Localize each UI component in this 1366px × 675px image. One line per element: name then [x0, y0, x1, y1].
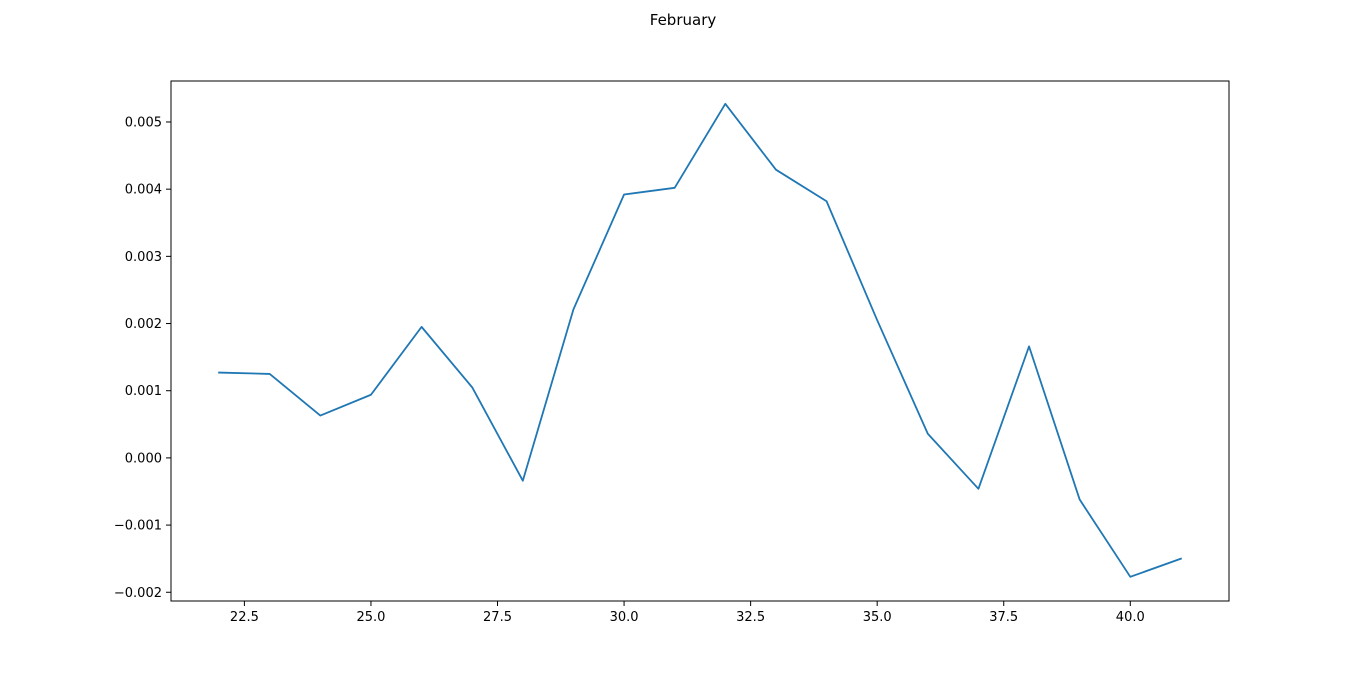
x-tick-label: 37.5 [989, 610, 1018, 625]
x-tick-label: 22.5 [230, 610, 259, 625]
y-tick-label: 0.005 [125, 115, 162, 130]
x-tick-label: 40.0 [1116, 610, 1145, 625]
y-tick-label: −0.001 [114, 519, 162, 534]
x-tick-label: 25.0 [356, 610, 385, 625]
y-tick-label: 0.004 [125, 183, 162, 198]
y-tick-label: 0.001 [125, 384, 162, 399]
chart-title: February [650, 11, 717, 29]
series-line [218, 102, 1183, 578]
x-tick-label: 27.5 [483, 610, 512, 625]
plot-area [218, 102, 1183, 578]
y-tick-label: 0.002 [125, 317, 162, 332]
y-tick-label: 0.000 [125, 451, 162, 466]
y-tick-label: 0.003 [125, 250, 162, 265]
x-tick-label: 35.0 [863, 610, 892, 625]
plot-frame [170, 80, 1230, 602]
x-tick-label: 30.0 [610, 610, 639, 625]
y-tick-label: −0.002 [114, 586, 162, 601]
x-axis: 22.5 25.0 27.5 30.0 32.5 35.0 37.5 40.0 [230, 601, 1145, 625]
x-tick-label: 32.5 [736, 610, 765, 625]
y-axis: −0.002 −0.001 0.000 0.001 0.002 0.003 0.004 0.0… [114, 115, 171, 601]
